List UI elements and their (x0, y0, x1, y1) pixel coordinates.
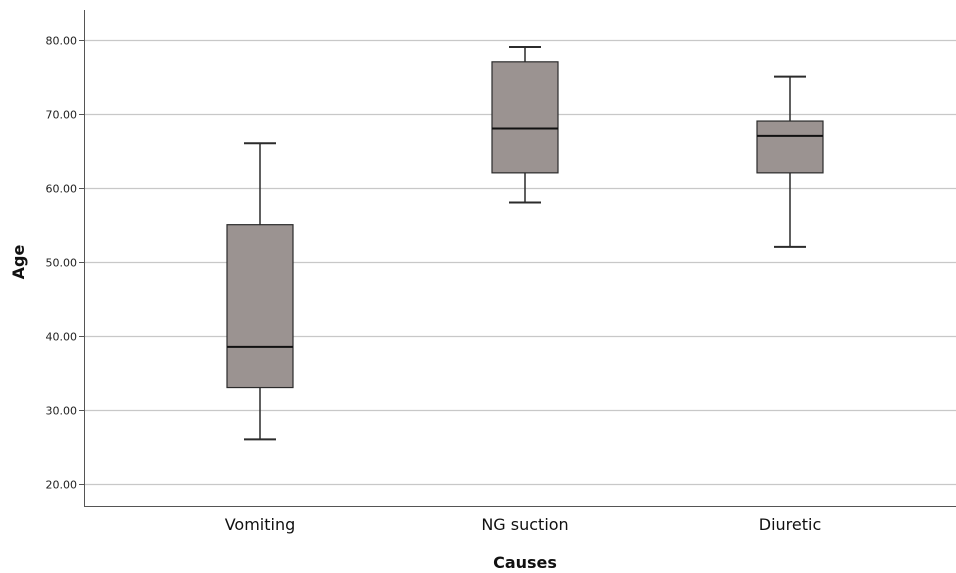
y-axis-title: Age (9, 245, 28, 280)
box-ng-suction (491, 46, 559, 204)
iqr-box (756, 120, 824, 174)
y-tick-label: 50.00 (46, 257, 78, 270)
y-tick-label: 70.00 (46, 109, 78, 122)
box-vomiting (226, 142, 294, 441)
x-axis-title: Causes (493, 553, 557, 572)
y-tick-label: 30.00 (46, 405, 78, 418)
y-tick-label: 20.00 (46, 479, 78, 492)
y-tick-labels: 20.00 30.00 40.00 50.00 60.00 70.00 80.00 (46, 35, 84, 492)
x-category-label: NG suction (481, 515, 568, 534)
x-category-labels: Vomiting NG suction Diuretic (225, 515, 822, 534)
box-diuretic (756, 75, 824, 248)
x-category-label: Diuretic (759, 515, 822, 534)
x-category-label: Vomiting (225, 515, 296, 534)
boxes (226, 46, 824, 441)
iqr-box (226, 224, 294, 389)
y-tick-label: 40.00 (46, 331, 78, 344)
axes (84, 10, 956, 507)
iqr-box (491, 61, 559, 174)
y-tick-label: 80.00 (46, 35, 78, 48)
y-tick-label: 60.00 (46, 183, 78, 196)
